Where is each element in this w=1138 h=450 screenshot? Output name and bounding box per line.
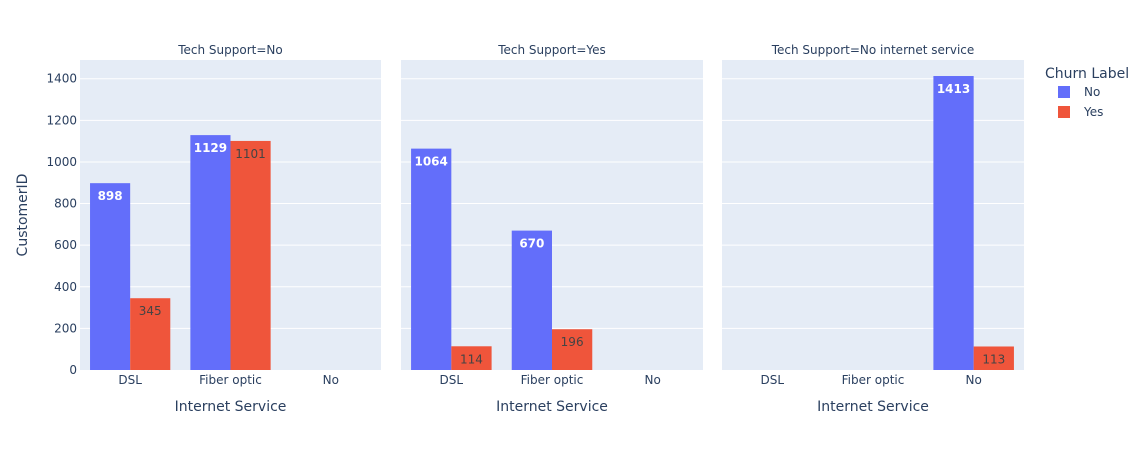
- data-label: 114: [460, 352, 483, 366]
- legend-label: No: [1084, 85, 1100, 99]
- bar: [933, 76, 974, 370]
- legend-title: Churn Label: [1045, 66, 1129, 82]
- bar: [130, 298, 171, 370]
- data-label: 1101: [235, 147, 266, 161]
- y-tick-label: 0: [69, 363, 77, 377]
- x-tick-label: DSL: [118, 373, 142, 387]
- bar: [451, 346, 492, 370]
- y-tick-label: 1400: [46, 72, 77, 86]
- data-label: 898: [98, 189, 123, 203]
- x-tick-label: DSL: [761, 373, 785, 387]
- data-label: 1129: [194, 141, 227, 155]
- data-label: 1064: [414, 155, 447, 169]
- bar: [411, 148, 452, 370]
- data-label: 345: [139, 304, 162, 318]
- facet-title: Tech Support=No internet service: [771, 43, 975, 57]
- bar: [90, 183, 131, 370]
- plot-background: [722, 60, 1024, 370]
- bar: [511, 230, 552, 370]
- x-tick-label: No: [645, 373, 661, 387]
- bar: [230, 140, 271, 370]
- legend-swatch: [1058, 106, 1070, 118]
- facet-title: Tech Support=Yes: [497, 43, 606, 57]
- bar: [973, 346, 1014, 370]
- y-tick-label: 800: [54, 197, 77, 211]
- legend-swatch: [1058, 86, 1070, 98]
- x-tick-label: No: [323, 373, 339, 387]
- x-tick-label: Fiber optic: [521, 373, 584, 387]
- bar: [552, 329, 593, 370]
- x-axis-title: Internet Service: [496, 399, 608, 415]
- x-axis-title: Internet Service: [817, 399, 929, 415]
- bar: [190, 135, 231, 370]
- data-label: 670: [519, 237, 544, 251]
- x-tick-label: Fiber optic: [199, 373, 262, 387]
- x-axis-title: Internet Service: [175, 399, 287, 415]
- y-tick-label: 1200: [46, 113, 77, 127]
- facet-title: Tech Support=No: [177, 43, 283, 57]
- x-tick-label: DSL: [440, 373, 464, 387]
- y-axis-title: CustomerID: [15, 174, 31, 257]
- y-tick-label: 600: [54, 238, 77, 252]
- data-label: 196: [561, 335, 584, 349]
- x-tick-label: Fiber optic: [842, 373, 905, 387]
- legend-label: Yes: [1083, 105, 1103, 119]
- y-tick-label: 400: [54, 280, 77, 294]
- y-tick-label: 1000: [46, 155, 77, 169]
- y-tick-label: 200: [54, 321, 77, 335]
- x-tick-label: No: [966, 373, 982, 387]
- data-label: 113: [982, 352, 1005, 366]
- data-label: 1413: [937, 82, 970, 96]
